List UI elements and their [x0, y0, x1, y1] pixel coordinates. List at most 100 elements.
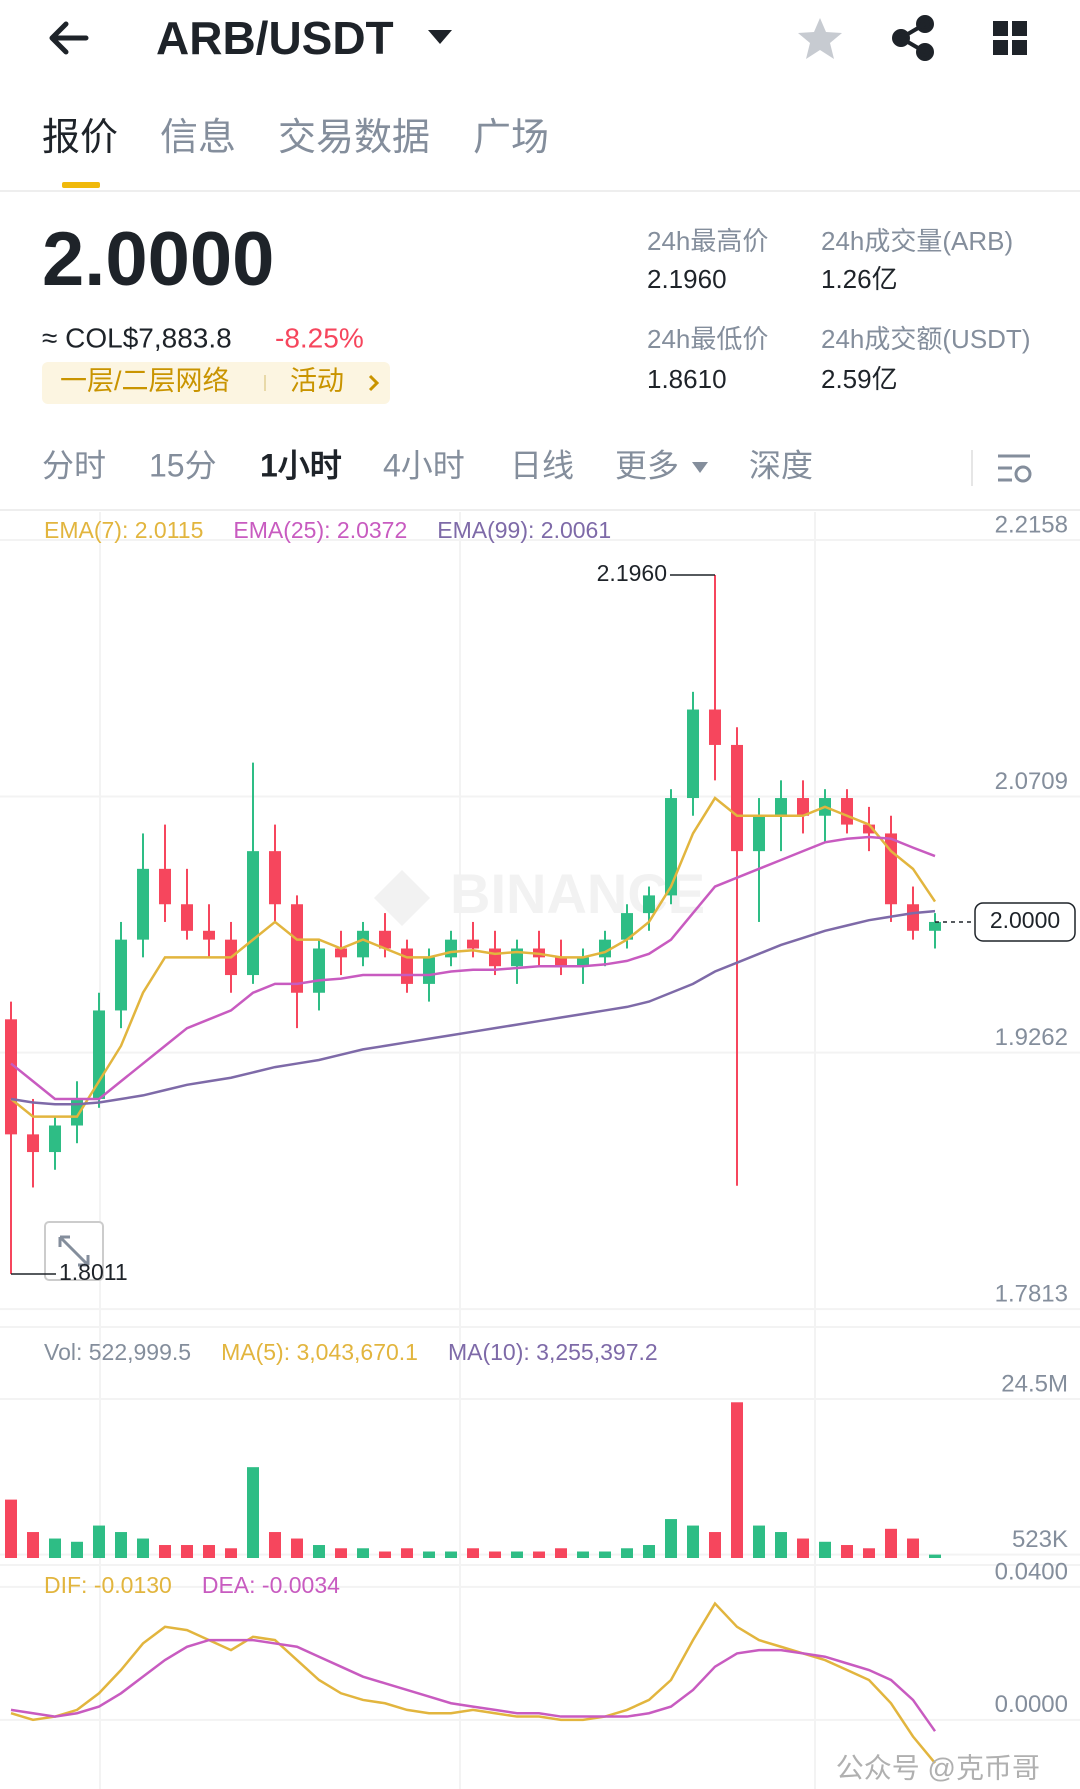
- candle-body: [687, 709, 699, 799]
- fiat-price: ≈ COL$7,883.8: [42, 322, 232, 353]
- indicator-line: [10, 1638, 937, 1732]
- volume-bar: [511, 1551, 523, 1558]
- candle-body: [753, 815, 765, 852]
- volume-bar: [313, 1545, 325, 1558]
- volume-bar: [577, 1551, 589, 1558]
- candle-body: [291, 904, 303, 993]
- interval[interactable]: 分时: [42, 447, 106, 483]
- sector-tag[interactable]: 一层/二层网络: [60, 366, 230, 396]
- y-tick-label: 2.2158: [995, 511, 1068, 538]
- tab[interactable]: 信息: [160, 117, 236, 159]
- menu-grid[interactable]: [993, 21, 1027, 55]
- tab[interactable]: 报价: [42, 117, 118, 159]
- candle-body: [445, 939, 457, 958]
- y-tick-label: 0.0000: [995, 1691, 1068, 1718]
- candle-body: [885, 833, 897, 905]
- volume-bar: [247, 1467, 259, 1558]
- y-tick-label: 2.0709: [995, 768, 1068, 795]
- share-button[interactable]: [892, 15, 934, 61]
- volume-bar: [423, 1551, 435, 1558]
- volume-bar: [225, 1548, 237, 1558]
- candle-body: [731, 744, 743, 852]
- volume-bar: [489, 1551, 501, 1558]
- volume-bar: [907, 1538, 919, 1558]
- candle-body: [863, 824, 875, 834]
- candle-body: [841, 798, 853, 825]
- last-price-box: [974, 902, 1076, 942]
- volume-bar: [401, 1548, 413, 1558]
- volume-bar: [379, 1551, 391, 1558]
- tab[interactable]: 广场: [473, 117, 549, 159]
- stat-label: 24h最高价: [647, 226, 768, 256]
- indicator-line: [10, 796, 937, 1118]
- candle-body: [27, 1134, 39, 1153]
- footer-watermark: 公众号 @克币哥: [836, 1752, 1040, 1783]
- stat-value: 2.1960: [647, 264, 727, 294]
- interval[interactable]: 日线: [510, 447, 574, 483]
- volume-bar: [621, 1548, 633, 1558]
- candle-body: [49, 1125, 61, 1153]
- candle-body: [5, 1019, 17, 1135]
- candle-body: [577, 957, 589, 967]
- interval[interactable]: 4小时: [383, 447, 465, 483]
- pair-title[interactable]: ARB/USDT: [156, 12, 394, 64]
- candle-body: [621, 913, 633, 940]
- volume-bar: [797, 1538, 809, 1558]
- watermark: BINANCE: [450, 862, 705, 925]
- high-label: 2.1960: [597, 560, 667, 586]
- volume-bar: [93, 1525, 105, 1558]
- volume-bar: [5, 1499, 17, 1558]
- candle-body: [203, 930, 215, 940]
- stat-label: 24h最低价: [647, 324, 768, 354]
- volume-bar: [115, 1532, 127, 1558]
- y-tick-label: 1.7813: [995, 1280, 1068, 1307]
- candle-body: [797, 798, 809, 816]
- candle-body: [115, 939, 127, 1011]
- volume-bar: [665, 1519, 677, 1558]
- favorite-star[interactable]: [798, 18, 842, 59]
- indicator-line: [10, 835, 936, 1101]
- volume-bar: [445, 1551, 457, 1558]
- chart-settings[interactable]: [998, 454, 1032, 483]
- interval-active[interactable]: 1小时: [260, 447, 342, 483]
- volume-bar: [357, 1548, 369, 1558]
- legend-entry: EMA(25): 2.0372: [233, 517, 407, 543]
- interval[interactable]: 深度: [749, 447, 813, 483]
- volume-bar: [687, 1525, 699, 1558]
- binance-logo: [374, 870, 430, 926]
- volume-bar: [753, 1525, 765, 1558]
- promo-tag[interactable]: 活动: [290, 366, 344, 396]
- interval[interactable]: 更多: [615, 447, 679, 483]
- stat-value: 1.8610: [647, 364, 727, 394]
- candle-body: [709, 709, 721, 745]
- volume-bar: [555, 1548, 567, 1558]
- tag-box[interactable]: [42, 362, 390, 404]
- volume-bar: [291, 1538, 303, 1558]
- chart-grid: [0, 512, 1080, 1789]
- volume-bar: [71, 1541, 83, 1558]
- candle-body: [401, 948, 413, 984]
- interval[interactable]: 15分: [149, 447, 217, 483]
- candle-body: [907, 904, 919, 931]
- pair-dropdown[interactable]: [428, 30, 452, 44]
- volume-bar: [159, 1545, 171, 1558]
- candle-body: [775, 798, 787, 816]
- candle-body: [71, 1098, 83, 1126]
- legend-entry: EMA(7): 2.0115: [44, 517, 203, 543]
- volume-bar: [819, 1541, 831, 1558]
- last-price-label: 2.0000: [990, 907, 1060, 933]
- back-button[interactable]: [49, 21, 89, 55]
- candle-body: [181, 904, 193, 931]
- volume-bar: [181, 1545, 193, 1558]
- candle-body: [929, 921, 941, 931]
- tab[interactable]: 交易数据: [278, 117, 430, 159]
- volume-bar: [533, 1551, 545, 1558]
- volume-bar: [269, 1532, 281, 1558]
- legend-entry: EMA(99): 2.0061: [437, 517, 611, 543]
- candle-body: [313, 948, 325, 993]
- volume-bar: [929, 1554, 941, 1558]
- more-dropdown[interactable]: [692, 462, 708, 473]
- legend-entry: MA(5): 3,043,670.1: [221, 1339, 418, 1365]
